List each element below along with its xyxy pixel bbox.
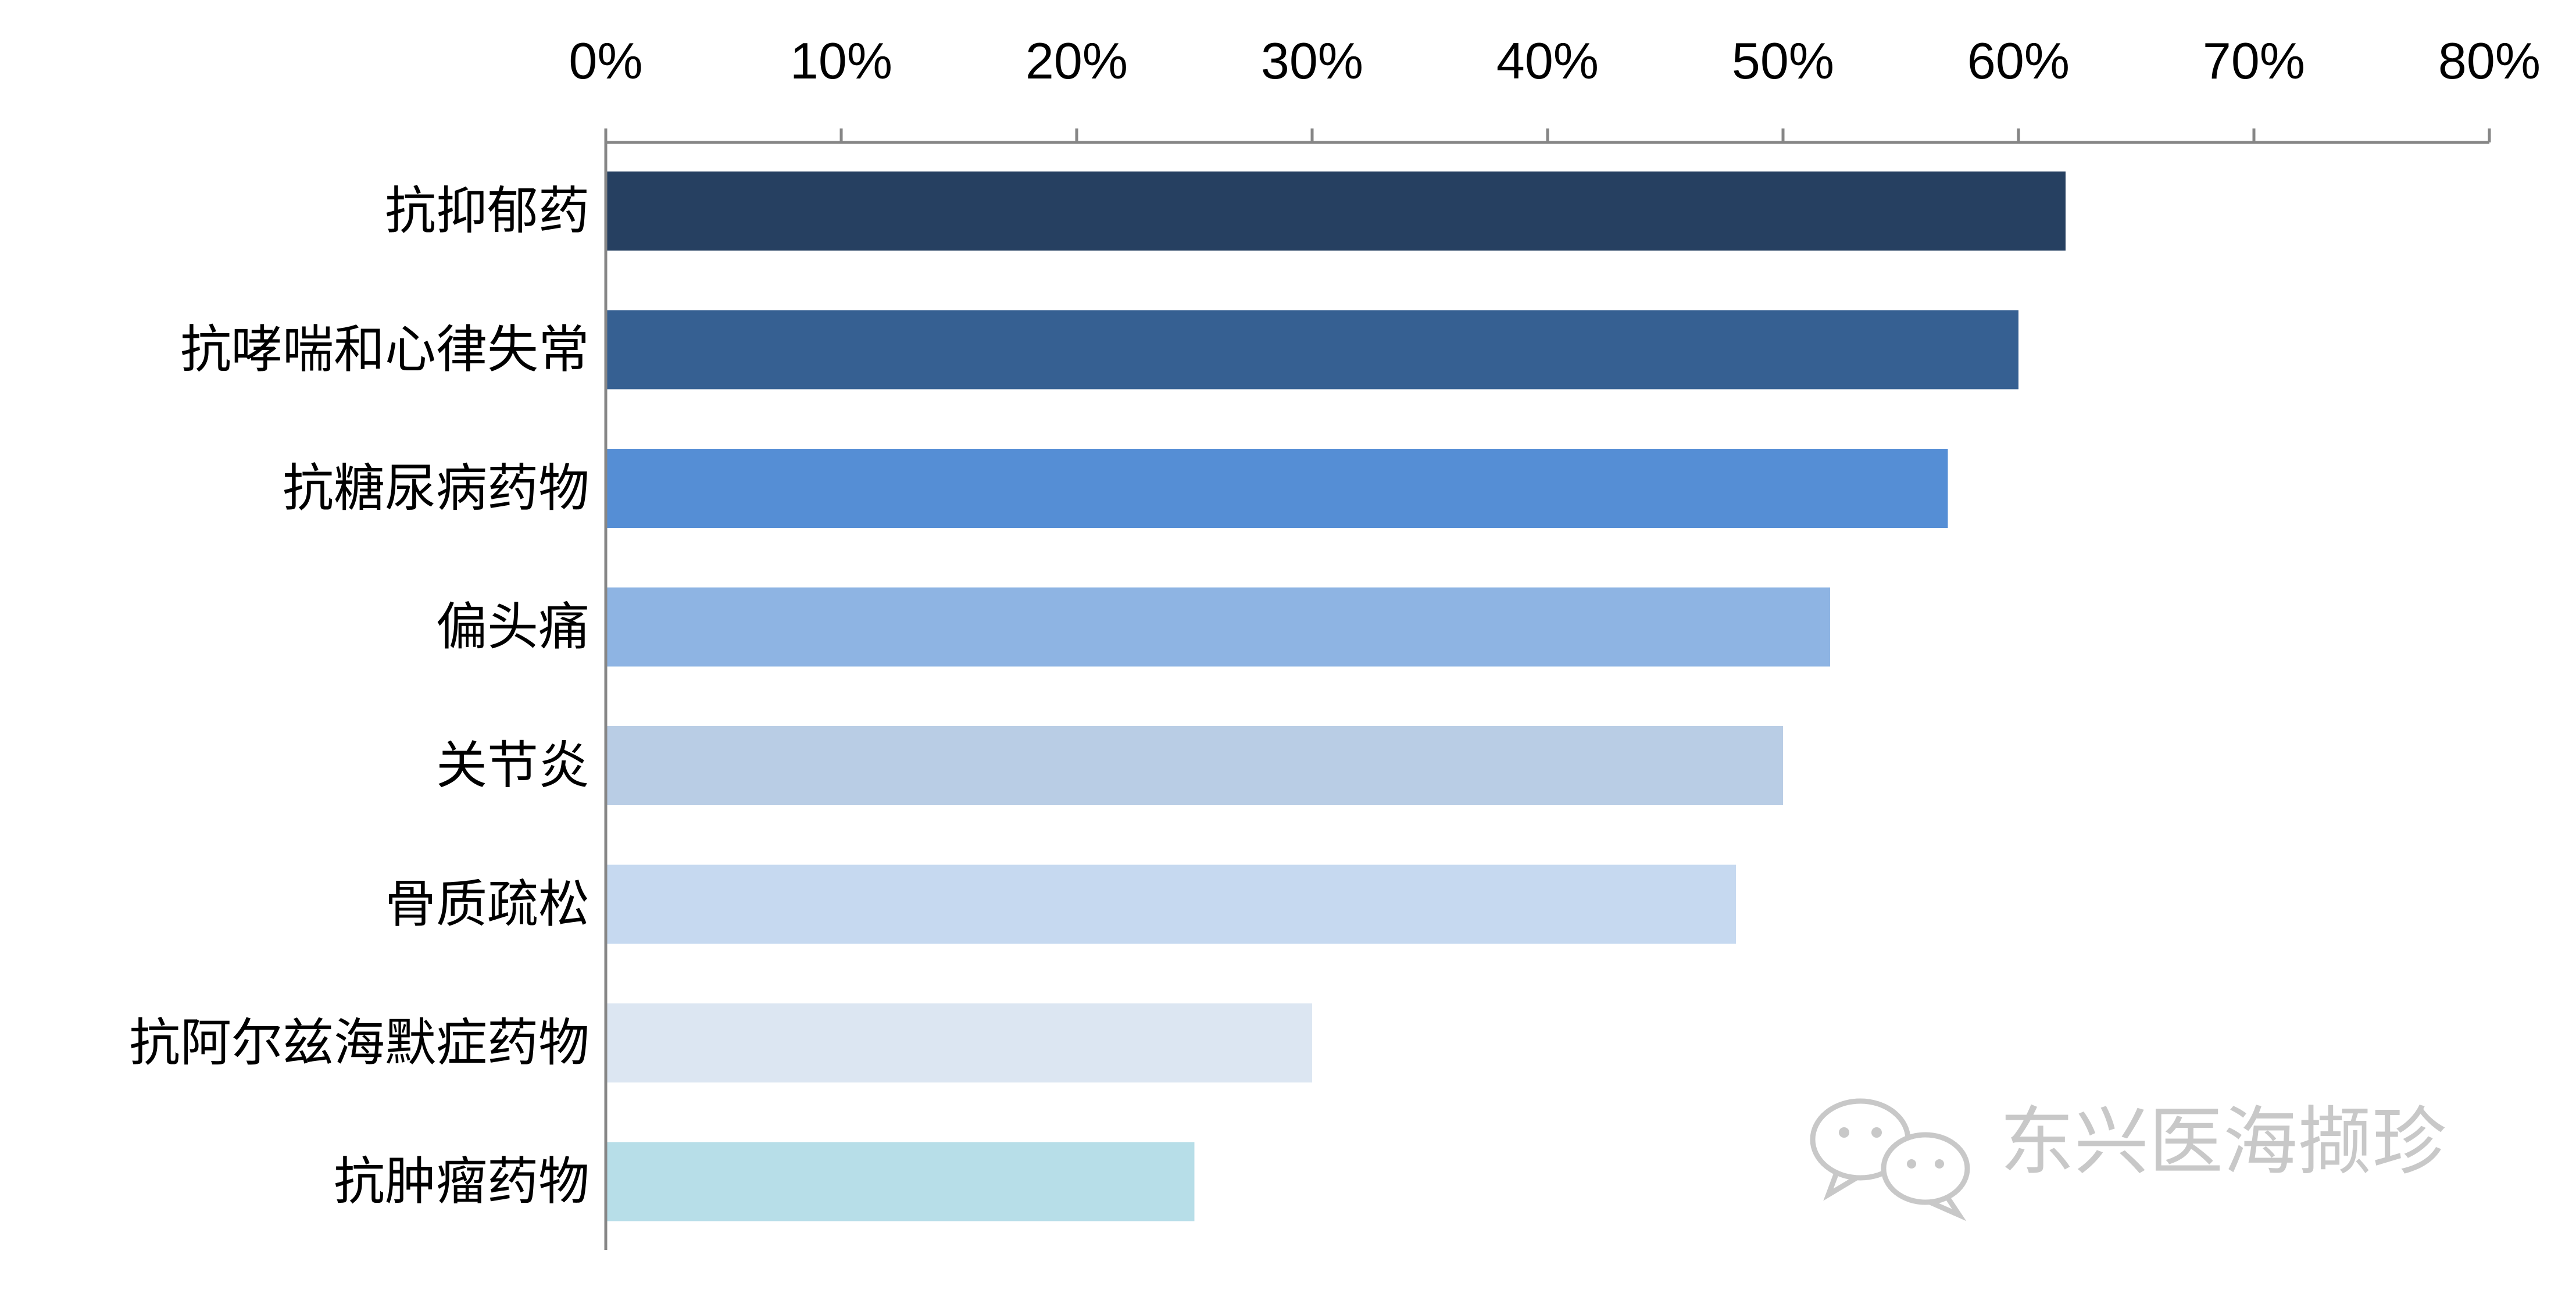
- category-label-1: 抗哮喘和心律失常: [180, 320, 589, 380]
- category-label-2: 抗糖尿病药物: [283, 458, 589, 518]
- x-tick-label-7: 70%: [2203, 32, 2305, 90]
- bar-5: [606, 864, 1736, 944]
- wechat-icon: [1810, 1098, 1970, 1221]
- x-tick-label-5: 50%: [1732, 32, 1834, 90]
- bar-6: [606, 1003, 1312, 1082]
- bar-0: [606, 171, 2066, 251]
- x-tick-label-2: 20%: [1026, 32, 1128, 90]
- axes-group: [604, 128, 2491, 1250]
- x-tick-label-4: 40%: [1496, 32, 1599, 90]
- x-tick-label-1: 10%: [790, 32, 892, 90]
- bar-3: [606, 587, 1830, 667]
- category-label-6: 抗阿尔兹海默症药物: [129, 1013, 589, 1073]
- x-tick-label-3: 30%: [1261, 32, 1363, 90]
- labels-group: 抗抑郁药抗哮喘和心律失常抗糖尿病药物偏头痛关节炎骨质疏松抗阿尔兹海默症药物抗肿瘤…: [129, 32, 2541, 1212]
- bar-7: [606, 1142, 1195, 1221]
- category-label-0: 抗抑郁药: [385, 181, 589, 241]
- x-tick-label-6: 60%: [1967, 32, 2070, 90]
- category-label-7: 抗肿瘤药物: [334, 1152, 589, 1212]
- x-tick-label-8: 80%: [2438, 32, 2541, 90]
- watermark-text: 东兴医海撷珍: [2000, 1099, 2446, 1185]
- bar-4: [606, 726, 1783, 805]
- category-label-4: 关节炎: [436, 735, 589, 795]
- bar-1: [606, 310, 2018, 390]
- bar-2: [606, 449, 1948, 528]
- category-label-3: 偏头痛: [436, 597, 589, 657]
- x-tick-label-0: 0%: [569, 32, 642, 90]
- watermark: 东兴医海撷珍: [1810, 1098, 2446, 1221]
- category-label-5: 骨质疏松: [385, 874, 589, 934]
- bars-group: [606, 171, 2066, 1221]
